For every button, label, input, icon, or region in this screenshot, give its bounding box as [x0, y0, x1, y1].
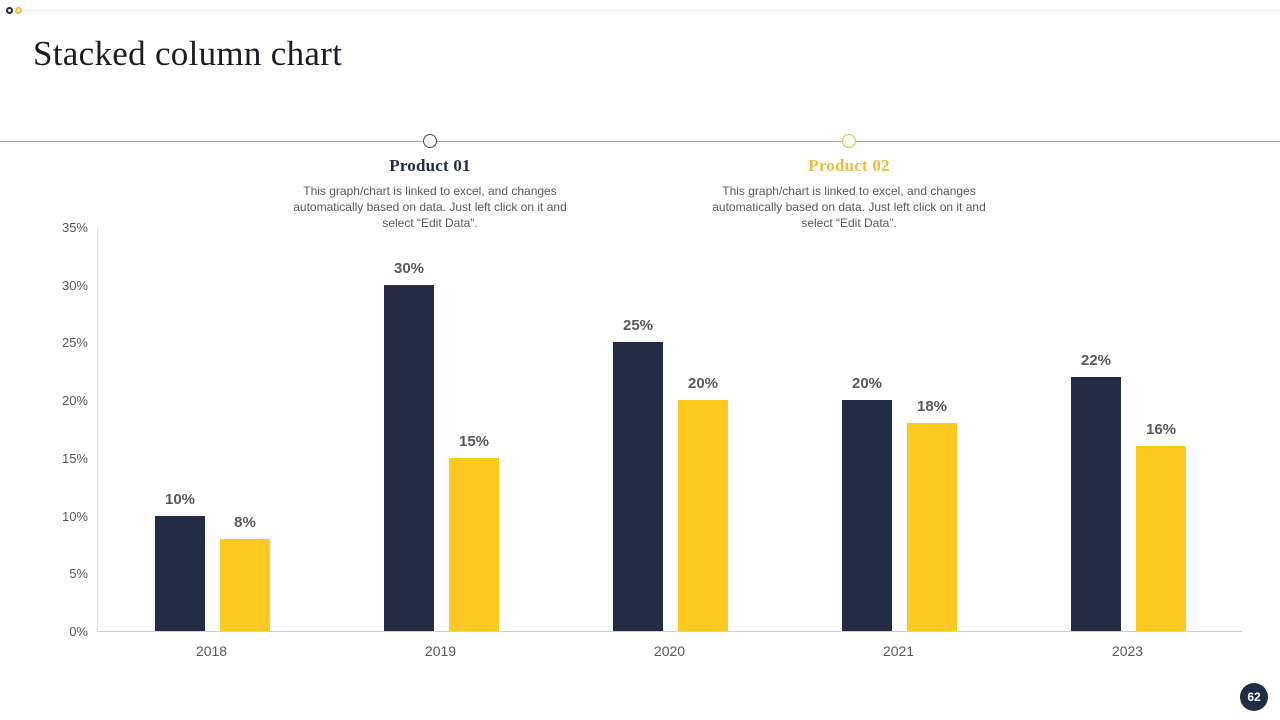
x-axis-tick-label-2019: 2019	[424, 643, 457, 659]
page-title: Stacked column chart	[33, 34, 343, 73]
callout-title-product-02: Product 02	[808, 156, 890, 175]
data-label-product-02-2019: 15%	[458, 432, 490, 450]
page-number-badge: 62	[1240, 683, 1268, 711]
plot-area[interactable]: 10% 8% 30% 15% 25% 20% 20% 18% 22% 16%	[97, 228, 1242, 632]
divider-node-product-02-icon	[842, 134, 856, 148]
bar-product-02-2019[interactable]	[449, 457, 499, 631]
data-label-product-02-2023: 16%	[1145, 421, 1177, 439]
x-axis-tick-label-2020: 2020	[653, 643, 686, 659]
y-axis: 0% 5% 10% 15% 20% 25% 30% 35%	[0, 221, 90, 639]
data-label-product-02-2020: 20%	[687, 375, 719, 393]
callout-title-product-01: Product 01	[389, 156, 471, 175]
data-label-product-01-2021: 20%	[851, 375, 883, 393]
data-label-product-01-2019: 30%	[393, 259, 425, 277]
bar-product-01-2018[interactable]	[155, 515, 205, 631]
data-label-product-01-2020: 25%	[622, 317, 654, 335]
y-axis-tick-label: 25%	[61, 335, 88, 351]
divider-node-product-01-icon	[423, 134, 437, 148]
ornament-circle-yellow-icon	[15, 7, 22, 14]
data-label-product-02-2021: 18%	[916, 398, 948, 416]
y-axis-tick-label: 15%	[61, 450, 88, 466]
y-axis-tick-label: 5%	[69, 566, 88, 582]
y-axis-tick-label: 35%	[61, 220, 88, 235]
data-label-product-01-2023: 22%	[1080, 352, 1112, 370]
y-axis-tick-label: 10%	[61, 508, 88, 524]
top-divider-line	[0, 10, 1280, 11]
bar-product-02-2020[interactable]	[678, 400, 728, 631]
section-divider-line	[0, 141, 1280, 142]
x-axis-tick-label-2023: 2023	[1111, 643, 1144, 659]
y-axis-tick-label: 20%	[61, 393, 88, 409]
y-axis-tick-label: 0%	[69, 624, 88, 639]
bar-product-02-2023[interactable]	[1136, 446, 1186, 631]
x-axis-tick-label-2021: 2021	[882, 643, 915, 659]
data-label-product-01-2018: 10%	[164, 490, 196, 508]
callout-product-01: Product 01 This graph/chart is linked to…	[280, 156, 580, 231]
ornament-circle-dark-icon	[6, 7, 13, 14]
callout-product-02: Product 02 This graph/chart is linked to…	[699, 156, 999, 231]
bar-product-02-2021[interactable]	[907, 423, 957, 631]
data-label-product-02-2018: 8%	[234, 513, 256, 531]
callout-description-product-02: This graph/chart is linked to excel, and…	[712, 184, 986, 230]
bar-product-01-2020[interactable]	[613, 342, 663, 631]
callout-description-product-01: This graph/chart is linked to excel, and…	[293, 184, 567, 230]
x-axis-tick-label-2018: 2018	[195, 643, 228, 659]
bar-product-01-2021[interactable]	[842, 400, 892, 631]
bar-product-01-2023[interactable]	[1071, 377, 1121, 631]
bar-product-01-2019[interactable]	[384, 284, 434, 631]
y-axis-tick-label: 30%	[61, 277, 88, 293]
x-axis: 2018 2019 2020 2021 2023	[97, 643, 1242, 663]
bar-product-02-2018[interactable]	[220, 538, 270, 631]
